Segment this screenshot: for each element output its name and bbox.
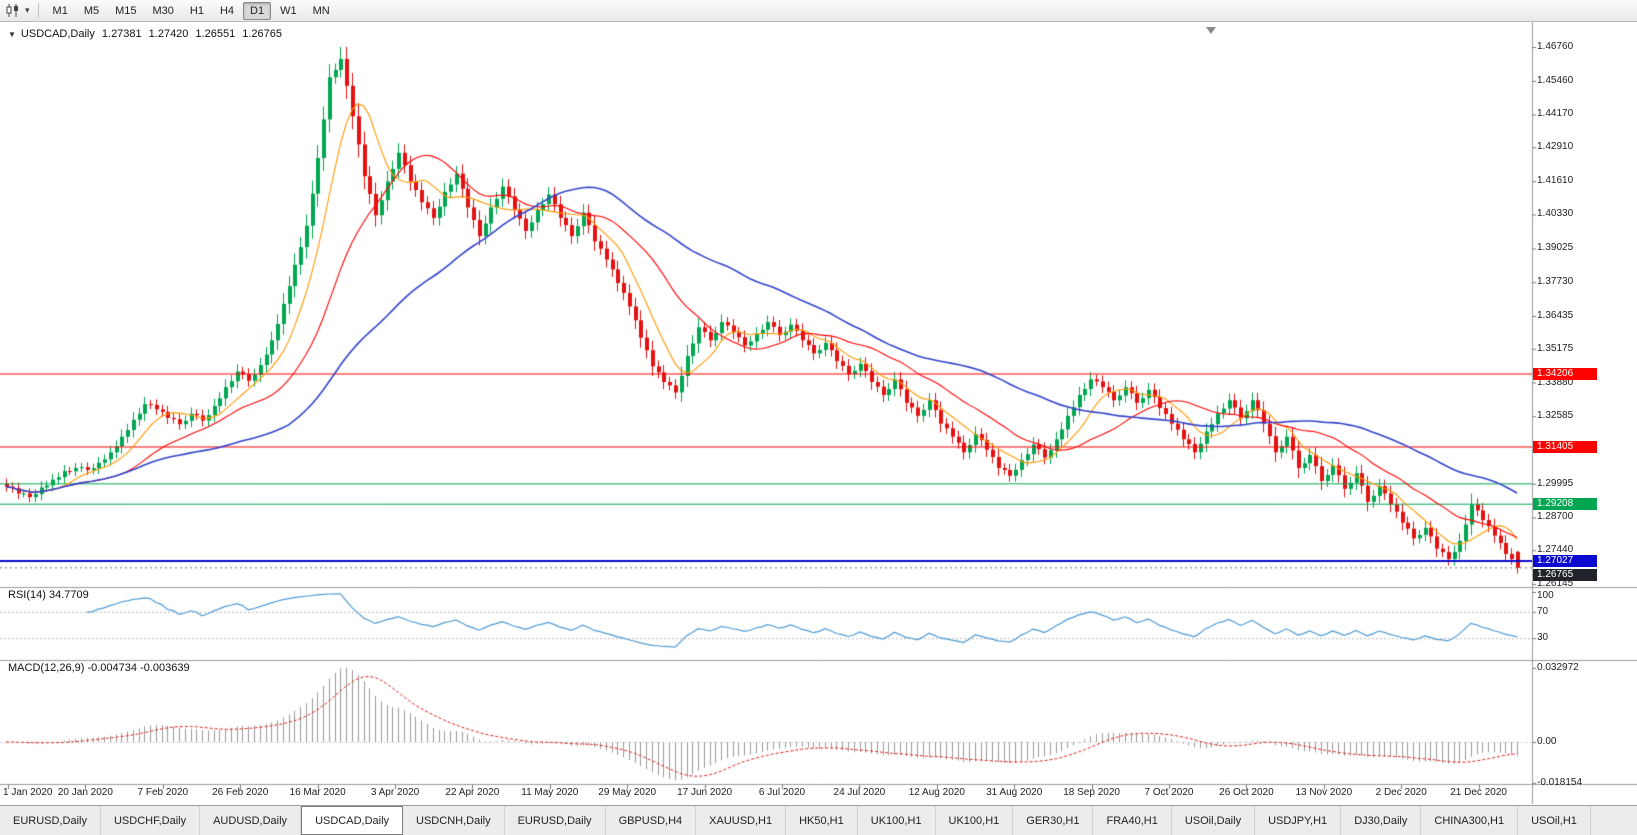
date-axis-label: 7 Oct 2020 — [1144, 787, 1194, 798]
timeframe-button-m15[interactable]: M15 — [115, 4, 137, 17]
timeframe-button-mn[interactable]: MN — [312, 4, 330, 17]
price-axis-label: 1.32585 — [1537, 410, 1574, 422]
price-axis-label: 1.46760 — [1537, 41, 1574, 52]
macd-axis-label: 0.00 — [1537, 736, 1557, 747]
macd-axis-label: -0.018154 — [1537, 776, 1583, 788]
date-axis-label: 2 Dec 2020 — [1375, 787, 1427, 798]
timeframe-buttons: M1 M5 M15 M30 H1 H4 D1 W1 MN — [45, 1, 338, 20]
chart-tab-dj30-daily[interactable]: DJ30,Daily — [1341, 806, 1422, 835]
date-axis-label: 26 Oct 2020 — [1219, 787, 1274, 798]
date-axis-label: 13 Nov 2020 — [1295, 787, 1353, 798]
rsi-axis-label: 30 — [1537, 632, 1549, 644]
date-axis-label: 26 Feb 2020 — [212, 787, 269, 798]
macd-axis-label: 0.032972 — [1537, 661, 1579, 673]
date-axis-label: 11 May 2020 — [521, 787, 579, 798]
chart-tab-usdchf-daily[interactable]: USDCHF,Daily — [101, 806, 201, 835]
price-axis-label: 1.42910 — [1537, 141, 1574, 153]
chart-tab-uk100-h1[interactable]: UK100,H1 — [858, 806, 936, 835]
window-menu-icon[interactable]: ▼ — [8, 29, 16, 39]
price-line-tag: 1.29208 — [1533, 498, 1597, 511]
date-axis-label: 16 Mar 2020 — [289, 787, 346, 798]
price-axis-label: 1.39025 — [1537, 242, 1574, 254]
chart-tab-uk100-h1[interactable]: UK100,H1 — [936, 806, 1014, 835]
price-axis-label: 1.27440 — [1537, 544, 1574, 556]
chart-tab-usdcnh-daily[interactable]: USDCNH,Daily — [403, 806, 505, 835]
date-axis-label: 20 Jan 2020 — [57, 787, 113, 798]
price-axis-label: 1.28700 — [1537, 511, 1574, 523]
chart-tab-usdjpy-h1[interactable]: USDJPY,H1 — [1255, 806, 1342, 835]
date-axis-label: 17 Jun 2020 — [677, 787, 733, 798]
price-line-tag: 1.27027 — [1533, 555, 1597, 568]
date-axis-label: 3 Apr 2020 — [370, 787, 420, 798]
date-axis-label: 7 Feb 2020 — [137, 787, 189, 798]
candlestick-chart-icon[interactable] — [6, 4, 21, 17]
chart-open: 1.27381 — [101, 28, 142, 40]
price-line-tag: 1.31405 — [1533, 440, 1597, 453]
timeframe-button-m5[interactable]: M5 — [83, 4, 100, 17]
price-axis-label: 1.44170 — [1537, 108, 1574, 120]
chart-close: 1.26765 — [242, 28, 282, 40]
price-axis-label: 1.33880 — [1537, 376, 1574, 388]
timeframe-button-h1[interactable]: H1 — [189, 4, 204, 17]
date-axis-label: 1 Jan 2020 — [3, 787, 53, 798]
timeframe-button-d1[interactable]: D1 — [243, 1, 272, 20]
price-axis-label: 1.36435 — [1537, 309, 1574, 321]
rsi-label: RSI(14) 34.7709 — [8, 589, 89, 601]
price-axis-label: 1.41610 — [1537, 175, 1574, 187]
chart-shift-marker[interactable] — [1206, 27, 1216, 34]
chart-tab-usoil-daily[interactable]: USOil,Daily — [1172, 806, 1256, 835]
date-axis-label: 6 Jul 2020 — [758, 787, 806, 798]
timeframe-button-m30[interactable]: M30 — [152, 4, 174, 17]
timeframe-toolbar: ▾ M1 M5 M15 M30 H1 H4 D1 W1 MN — [0, 0, 1637, 22]
bid-price-tag: 1.26765 — [1533, 568, 1597, 581]
chart-high: 1.27420 — [148, 28, 189, 40]
timeframe-button-m1[interactable]: M1 — [52, 4, 68, 17]
price-axis-label: 1.45460 — [1537, 74, 1574, 86]
chart-tab-xauusd-h1[interactable]: XAUUSD,H1 — [696, 806, 787, 835]
chart-tab-hk50-h1[interactable]: HK50,H1 — [786, 806, 858, 835]
price-axis-label: 1.40330 — [1537, 208, 1574, 220]
chart-tab-usdcad-daily[interactable]: USDCAD,Daily — [301, 806, 404, 835]
chart-tab-fra40-h1[interactable]: FRA40,H1 — [1093, 806, 1172, 835]
chart-tab-usoil-h1[interactable]: USOil,H1 — [1518, 806, 1591, 835]
date-axis-label: 29 May 2020 — [598, 787, 657, 798]
chart-tab-audusd-daily[interactable]: AUDUSD,Daily — [200, 806, 302, 835]
rsi-axis-label: 70 — [1537, 605, 1549, 617]
date-axis-label: 18 Sep 2020 — [1063, 787, 1120, 798]
date-axis-label: 12 Aug 2020 — [908, 787, 965, 798]
chart-symbol: USDCAD,Daily — [20, 28, 95, 40]
chart-tab-eurusd-daily[interactable]: EURUSD,Daily — [0, 806, 101, 835]
chart-ohlc-header: ▼ USDCAD,Daily 1.27381 1.27420 1.26551 1… — [8, 28, 289, 40]
date-axis-label: 31 Aug 2020 — [986, 787, 1043, 798]
chart-tab-gbpusd-h4[interactable]: GBPUSD,H4 — [606, 806, 697, 835]
price-axis-label: 1.37730 — [1537, 276, 1574, 288]
toolbar-divider — [37, 3, 39, 18]
date-axis-label: 24 Jul 2020 — [833, 787, 886, 798]
chart-tab-eurusd-daily[interactable]: EURUSD,Daily — [505, 806, 606, 835]
chart-type-dropdown-icon[interactable]: ▾ — [25, 5, 30, 15]
price-line-tag: 1.34206 — [1533, 368, 1597, 381]
chart-low: 1.26551 — [195, 28, 236, 40]
price-axis-label: 1.26145 — [1537, 578, 1574, 589]
timeframe-button-h4[interactable]: H4 — [219, 4, 235, 17]
timeframe-button-w1[interactable]: W1 — [280, 4, 297, 17]
price-axis-label: 1.29995 — [1537, 477, 1574, 489]
chart-tab-china300-h1[interactable]: CHINA300,H1 — [1421, 806, 1519, 835]
rsi-axis-label: 100 — [1537, 590, 1554, 601]
price-axis-label: 1.35175 — [1537, 342, 1574, 354]
chart-tab-ger30-h1[interactable]: GER30,H1 — [1013, 806, 1094, 835]
macd-label: MACD(12,26,9) -0.004734 -0.003639 — [8, 662, 190, 674]
date-axis-label: 22 Apr 2020 — [445, 787, 500, 798]
chart-tab-bar: EURUSD,Daily USDCHF,Daily AUDUSD,Daily USDC… — [0, 805, 1637, 835]
date-axis-label: 21 Dec 2020 — [1450, 787, 1507, 798]
